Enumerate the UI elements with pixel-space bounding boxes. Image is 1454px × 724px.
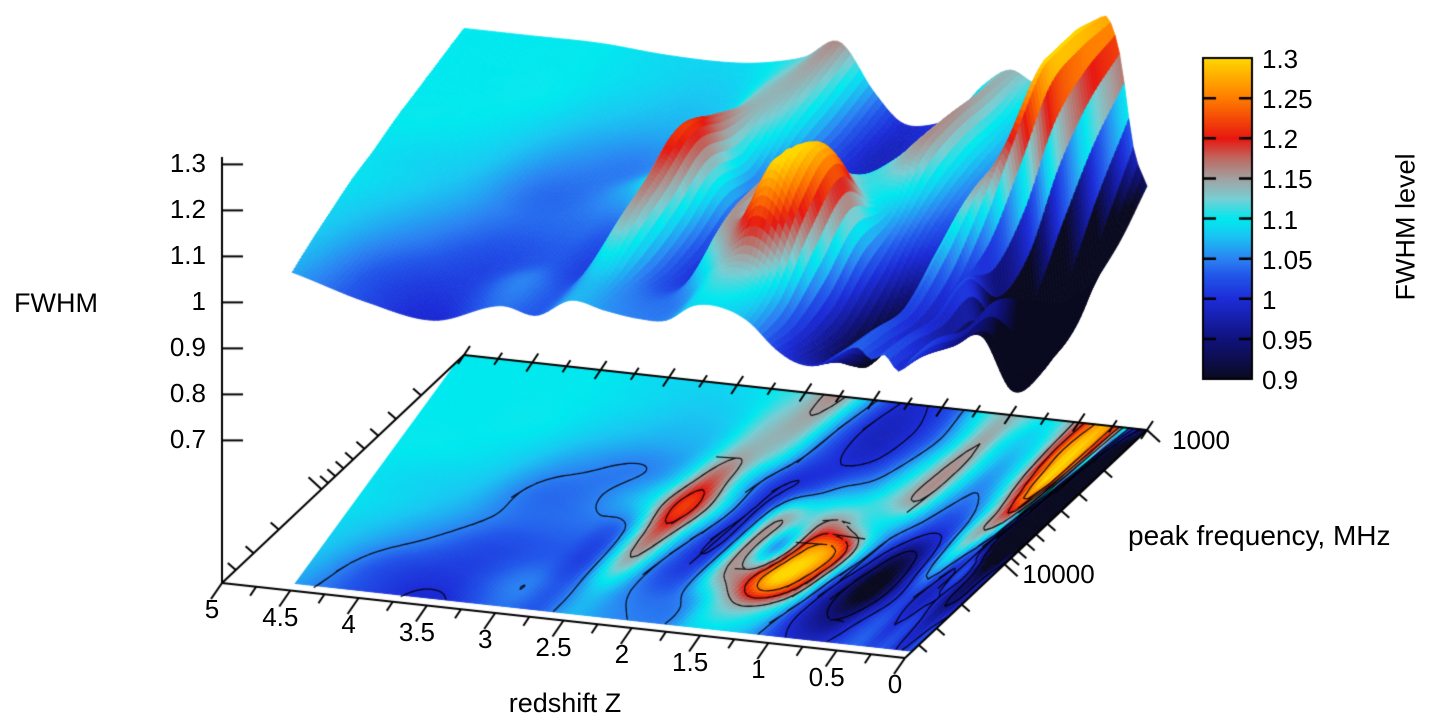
colorbar-tick-label: 0.95: [1262, 324, 1313, 355]
y-tick-label: 1000: [1172, 425, 1230, 455]
colorbar-tick-label: 1.3: [1262, 44, 1299, 74]
x-tick-label: 5: [204, 594, 220, 624]
x-tick-label: 3.5: [398, 616, 435, 647]
x-tick-label: 1: [751, 654, 766, 684]
x-tick-label: 0: [887, 669, 903, 699]
colorbar-tick-label: 1.25: [1262, 84, 1313, 115]
colorbar-tick-label: 1.05: [1262, 244, 1313, 275]
y-tick-label: 10000: [1022, 559, 1095, 590]
z-tick-label: 0.7: [169, 424, 206, 455]
x-tick-label: 3: [477, 624, 493, 654]
z-tick-label: 0.9: [169, 332, 206, 363]
colorbar-tick-label: 1: [1262, 284, 1277, 315]
colorbar-tick-label: 1.15: [1262, 164, 1313, 195]
colorbar-tick-label: 0.9: [1262, 365, 1299, 395]
colorbar-tick-label: 1.2: [1262, 124, 1299, 155]
x-tick-label: 4: [341, 609, 356, 639]
x-axis-title: redshift Z: [508, 688, 622, 718]
x-tick-label: 4.5: [262, 601, 299, 632]
x-tick-label: 0.5: [808, 661, 845, 692]
y-axis-title: peak frequency, MHz: [1128, 520, 1391, 551]
z-tick-label: 1.1: [169, 240, 206, 271]
z-tick-label: 1.3: [169, 148, 206, 179]
x-tick-label: 1.5: [672, 646, 709, 677]
z-tick-label: 0.8: [169, 378, 206, 409]
z-axis-title: FWHM: [14, 288, 98, 318]
z-tick-label: 1.2: [169, 194, 206, 225]
colorbar-title: FWHM level: [1390, 153, 1421, 301]
x-tick-label: 2.5: [535, 631, 572, 662]
x-tick-label: 2: [614, 639, 630, 669]
colorbar-tick-label: 1.1: [1262, 204, 1299, 235]
z-tick-label: 1: [191, 286, 206, 317]
